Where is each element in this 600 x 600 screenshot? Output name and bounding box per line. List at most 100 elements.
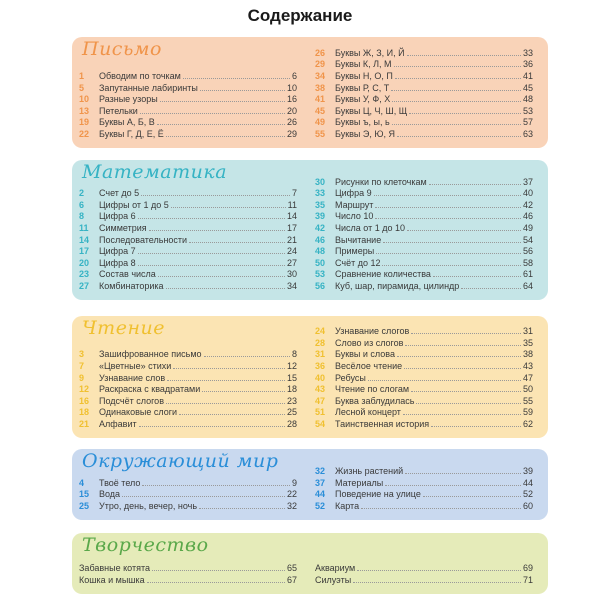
toc-entry[interactable]: 37 Материалы 44 bbox=[315, 477, 533, 489]
entry-title: Буквы и слова bbox=[335, 349, 395, 360]
toc-entry[interactable]: 43 Чтение по слогам 50 bbox=[315, 384, 533, 396]
entry-title: Утро, день, вечер, ночь bbox=[99, 501, 198, 511]
toc-entry[interactable]: Силуэты 71 bbox=[315, 574, 533, 586]
toc-entry[interactable]: 24 Узнавание слогов 31 bbox=[315, 326, 533, 338]
toc-entry[interactable]: Аквариум 69 bbox=[315, 563, 533, 575]
lesson-number: 45 bbox=[315, 105, 326, 116]
toc-entry[interactable]: 8 Цифра 6 14 bbox=[79, 211, 297, 223]
toc-entry[interactable]: 48 Примеры 56 bbox=[315, 246, 533, 258]
dot-leader bbox=[165, 288, 285, 289]
toc-entry[interactable]: 45 Буквы Ц, Ч, Ш, Щ 53 bbox=[315, 105, 533, 117]
toc-entry[interactable]: 30 Рисунки по клеточкам 37 bbox=[315, 176, 533, 188]
toc-entry[interactable]: 1 Обводим по точкам 6 bbox=[79, 70, 297, 82]
toc-entry[interactable]: 18 Одинаковые слоги 25 bbox=[79, 407, 297, 419]
toc-entry[interactable]: 53 Сравнение количества 61 bbox=[315, 269, 533, 281]
entry-title: Цифра 6 bbox=[99, 211, 136, 222]
toc-entry[interactable]: 26 Буквы Ж, З, И, Й 33 bbox=[315, 47, 533, 59]
toc-entry[interactable]: 2 Счет до 5 7 bbox=[79, 188, 297, 200]
entry-title: Петельки bbox=[99, 105, 138, 116]
toc-entry[interactable]: 13 Петельки 20 bbox=[79, 105, 297, 117]
toc-entry[interactable]: 54 Таинственная история 62 bbox=[315, 418, 533, 430]
entry-title: Слово из слогов bbox=[335, 337, 404, 348]
toc-entry[interactable]: 55 Буквы Э, Ю, Я 63 bbox=[315, 128, 533, 140]
toc-entry[interactable]: 7 «Цветные» стихи 12 bbox=[79, 360, 297, 372]
dot-leader bbox=[199, 508, 285, 509]
toc-entry[interactable]: 20 Цифра 8 27 bbox=[79, 257, 297, 269]
column-left: Забавные котята 65 Кошка и мышка 67 bbox=[79, 563, 297, 586]
toc-entry[interactable]: 11 Симметрия 17 bbox=[79, 222, 297, 234]
dot-leader bbox=[422, 496, 521, 498]
entry-title: Аквариум bbox=[315, 563, 356, 574]
toc-entry[interactable]: 16 Подсчёт слогов 23 bbox=[79, 395, 297, 407]
dot-leader bbox=[137, 218, 285, 220]
page-number: 47 bbox=[522, 372, 533, 383]
toc-entry[interactable]: 46 Вычитание 54 bbox=[315, 234, 533, 246]
page-number: 29 bbox=[286, 129, 297, 139]
page-number: 61 bbox=[522, 269, 533, 280]
page-number: 22 bbox=[286, 489, 297, 500]
toc-entry[interactable]: 29 Буквы К, Л, М 36 bbox=[315, 59, 533, 71]
toc-entry[interactable]: 3 Зашифрованное письмо 8 bbox=[79, 349, 297, 361]
toc-entry[interactable]: 42 Числа от 1 до 10 49 bbox=[315, 222, 533, 234]
lesson-number: 42 bbox=[315, 223, 326, 234]
toc-entry[interactable]: 36 Весёлое чтение 43 bbox=[315, 360, 533, 372]
lesson-number: 21 bbox=[79, 419, 90, 429]
page-number: 63 bbox=[522, 129, 533, 139]
toc-entry[interactable]: 51 Лесной концерт 59 bbox=[315, 407, 533, 419]
toc-entry[interactable]: 32 Жизнь растений 39 bbox=[315, 466, 533, 478]
toc-entry[interactable]: 41 Буквы У, Ф, Х 48 bbox=[315, 94, 533, 106]
toc-entry[interactable]: 5 Запутанные лабиринты 10 bbox=[79, 82, 297, 94]
toc-entry[interactable]: 23 Состав числа 30 bbox=[79, 269, 297, 281]
toc-entry[interactable]: 4 Твоё тело 9 bbox=[79, 477, 297, 489]
entry-title: Силуэты bbox=[315, 575, 352, 585]
toc-entry[interactable]: 10 Разные узоры 16 bbox=[79, 94, 297, 106]
lesson-number: 18 bbox=[79, 407, 90, 418]
page-number: 20 bbox=[286, 105, 297, 116]
toc-entry[interactable]: 14 Последовательности 21 bbox=[79, 234, 297, 246]
toc-entry[interactable]: 35 Маршрут 42 bbox=[315, 199, 533, 211]
toc-entry[interactable]: Кошка и мышка 67 bbox=[79, 574, 297, 586]
toc-entry[interactable]: 15 Вода 22 bbox=[79, 489, 297, 501]
toc-entry[interactable]: 50 Счёт до 12 58 bbox=[315, 257, 533, 269]
dot-leader bbox=[137, 253, 285, 255]
toc-entry[interactable]: 12 Раскраска с квадратами 18 bbox=[79, 384, 297, 396]
toc-entry[interactable]: 44 Поведение на улице 52 bbox=[315, 489, 533, 501]
toc-entry[interactable]: 39 Число 10 46 bbox=[315, 211, 533, 223]
toc-entry[interactable]: 49 Буквы ъ, ы, ь 57 bbox=[315, 117, 533, 129]
toc-entry[interactable]: 9 Узнавание слов 15 bbox=[79, 372, 297, 384]
toc-entry[interactable]: 33 Цифра 9 40 bbox=[315, 188, 533, 200]
toc-entry[interactable]: 47 Буква заблудилась 55 bbox=[315, 395, 533, 407]
lesson-number: 38 bbox=[315, 82, 326, 93]
dot-leader bbox=[396, 136, 521, 137]
lesson-number: 52 bbox=[315, 501, 326, 511]
toc-entry[interactable]: 21 Алфавит 28 bbox=[79, 418, 297, 430]
dot-leader bbox=[431, 426, 521, 427]
toc-entry[interactable]: 28 Слово из слогов 35 bbox=[315, 337, 533, 349]
lesson-number: 14 bbox=[79, 234, 90, 245]
toc-entry[interactable]: 31 Буквы и слова 38 bbox=[315, 349, 533, 361]
toc-entry[interactable]: 27 Комбинаторика 34 bbox=[79, 280, 297, 292]
toc-entry[interactable]: 17 Цифра 7 24 bbox=[79, 246, 297, 258]
page-number: 8 bbox=[291, 349, 297, 360]
toc-entry[interactable]: 22 Буквы Г, Д, Е, Ё 29 bbox=[79, 128, 297, 140]
entry-title: Весёлое чтение bbox=[335, 361, 403, 372]
toc-entry[interactable]: 52 Карта 60 bbox=[315, 500, 533, 512]
dot-leader bbox=[173, 368, 285, 370]
lesson-number: 46 bbox=[315, 234, 326, 245]
toc-entry[interactable]: 19 Буквы А, Б, В 26 bbox=[79, 117, 297, 129]
page-number: 7 bbox=[291, 188, 297, 199]
dot-leader bbox=[182, 78, 290, 80]
lesson-number: 17 bbox=[79, 246, 90, 257]
toc-entry[interactable]: 34 Буквы Н, О, П 41 bbox=[315, 70, 533, 82]
toc-entry[interactable]: 25 Утро, день, вечер, ночь 32 bbox=[79, 500, 297, 512]
dot-leader bbox=[376, 253, 521, 255]
dot-leader bbox=[189, 241, 285, 243]
toc-entry[interactable]: Забавные котята 65 bbox=[79, 563, 297, 575]
dot-leader bbox=[152, 570, 285, 572]
toc-entry[interactable]: 6 Цифры от 1 до 5 11 bbox=[79, 199, 297, 211]
page-number: 55 bbox=[522, 395, 533, 406]
toc-entry[interactable]: 56 Куб, шар, пирамида, цилиндр 64 bbox=[315, 280, 533, 292]
toc-entry[interactable]: 38 Буквы Р, С, Т 45 bbox=[315, 82, 533, 94]
lesson-number: 56 bbox=[315, 281, 326, 291]
toc-entry[interactable]: 40 Ребусы 47 bbox=[315, 372, 533, 384]
